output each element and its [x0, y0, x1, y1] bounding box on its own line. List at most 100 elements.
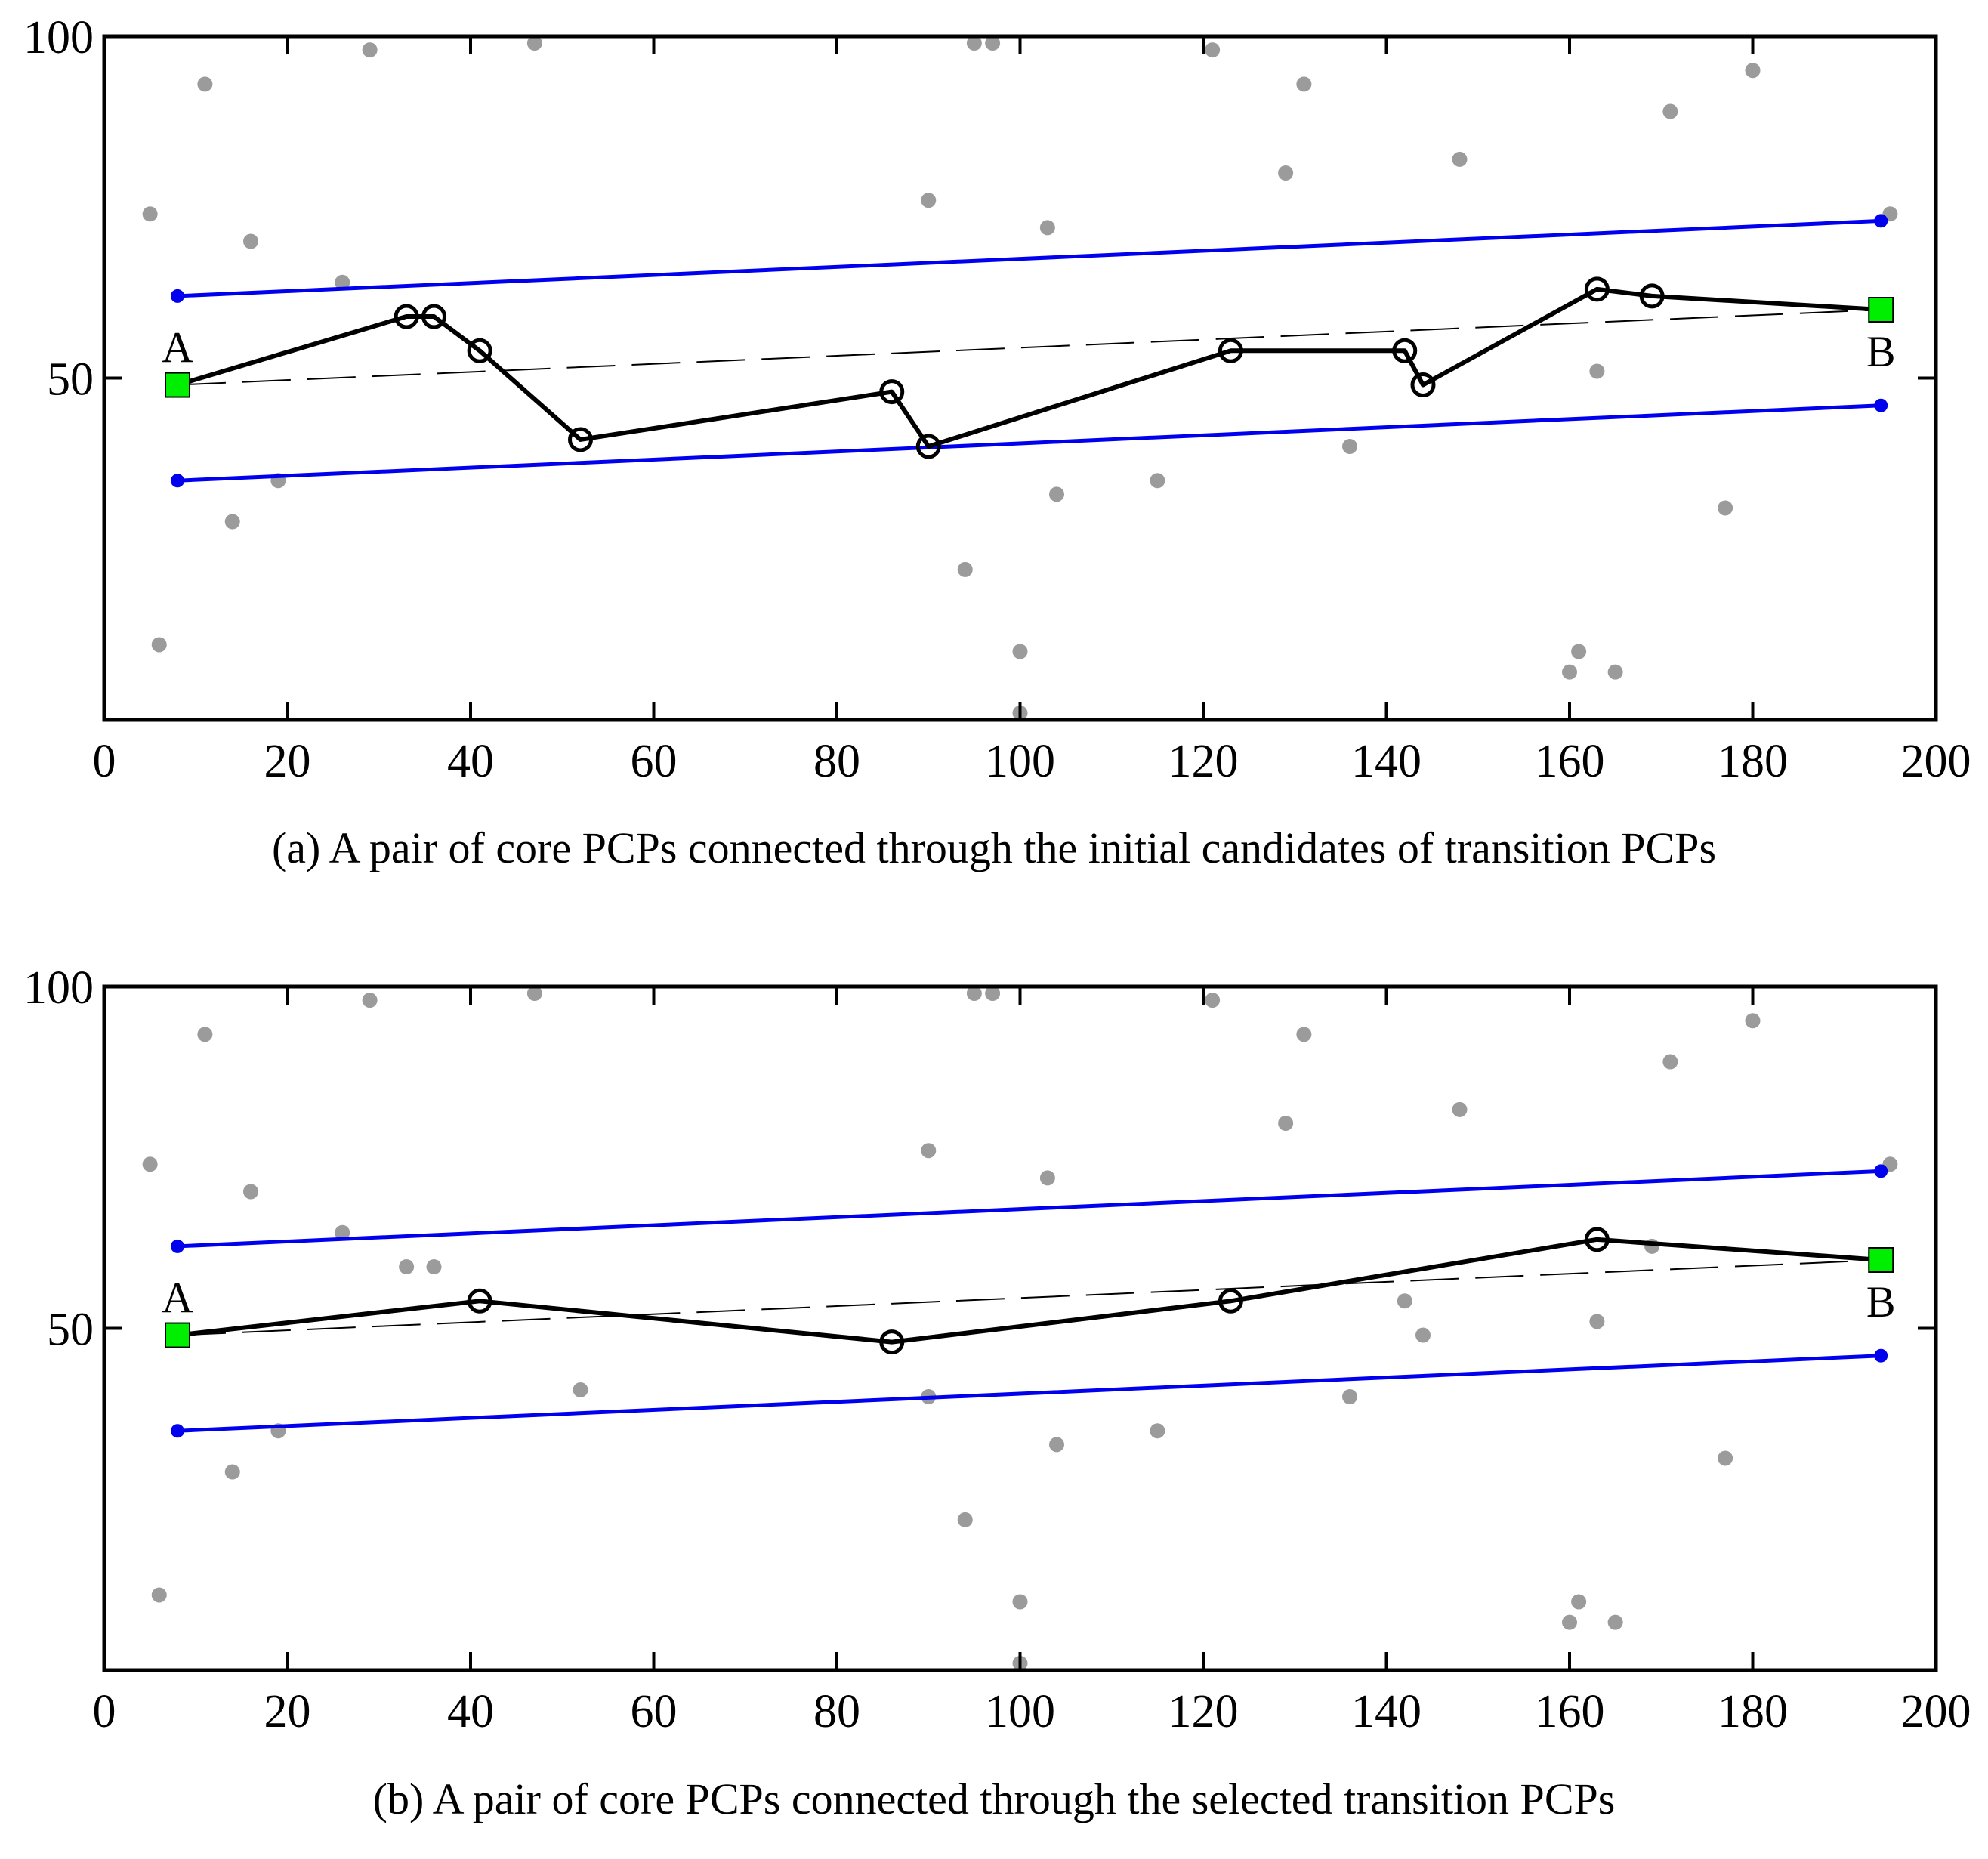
candidate-point-1 — [151, 637, 167, 653]
x-tick-label: 20 — [264, 1686, 311, 1737]
core-pcp-a-marker — [165, 372, 190, 398]
x-tick-label: 160 — [1535, 736, 1605, 787]
candidate-point-2 — [197, 1027, 213, 1042]
candidate-point-15 — [966, 986, 982, 1002]
candidate-point-12 — [985, 36, 1001, 51]
x-tick-label: 140 — [1351, 736, 1422, 787]
candidate-point-28 — [1452, 1101, 1468, 1117]
x-tick-label: 100 — [985, 736, 1055, 787]
candidate-point-8 — [526, 36, 542, 51]
x-tick-label: 80 — [813, 1686, 860, 1737]
candidate-point-11 — [573, 1382, 588, 1397]
transition-pcp-marker — [568, 427, 593, 452]
candidate-point-29 — [1745, 63, 1761, 79]
candidate-point-20 — [1296, 76, 1312, 92]
candidate-point-3 — [224, 514, 240, 530]
boundary-endpoint-dot — [171, 474, 184, 488]
x-tick-label: 120 — [1168, 736, 1239, 787]
boundary-endpoint-dot — [1874, 1164, 1888, 1178]
transition-pcp-marker — [1392, 338, 1418, 363]
candidate-point-10 — [526, 986, 542, 1002]
boundary-endpoint-dot — [171, 289, 184, 303]
boundary-line-upper — [177, 1169, 1882, 1249]
candidate-point-16 — [985, 986, 1001, 1002]
candidate-point-22 — [1205, 993, 1221, 1008]
x-tick-label: 0 — [93, 736, 116, 787]
candidate-point-27 — [1415, 1327, 1431, 1343]
candidate-point-13 — [921, 1143, 937, 1159]
candidate-point-13 — [1012, 644, 1028, 659]
x-tick-label: 0 — [93, 1686, 116, 1737]
transition-pcp-marker — [879, 1329, 905, 1355]
core-pcp-a-marker — [165, 1322, 190, 1348]
transition-pcp-marker — [467, 1288, 492, 1314]
candidate-point-18 — [1205, 42, 1221, 58]
transition-pcp-marker — [1584, 1227, 1610, 1252]
x-tick-label: 180 — [1718, 736, 1788, 787]
candidate-point-26 — [1397, 1293, 1412, 1309]
candidate-point-0 — [142, 1156, 158, 1172]
transition-pcp-marker — [1410, 372, 1436, 398]
transition-pcp-marker — [879, 379, 905, 405]
candidate-point-31 — [1589, 1314, 1605, 1329]
boundary-endpoint-dot — [1874, 1348, 1888, 1363]
x-tick-label: 60 — [631, 1686, 678, 1737]
candidate-point-6 — [335, 1224, 350, 1240]
transition-pcp-marker — [1639, 283, 1665, 309]
candidate-point-35 — [1718, 1450, 1733, 1466]
axes-frame — [102, 34, 1938, 722]
candidate-point-17 — [1150, 473, 1165, 489]
candidate-point-0 — [142, 206, 158, 222]
candidate-point-24 — [1296, 1027, 1312, 1042]
candidate-point-6 — [335, 274, 350, 290]
x-tick-label: 80 — [813, 736, 860, 787]
candidate-point-34 — [1662, 1054, 1678, 1070]
candidate-point-17 — [1012, 1594, 1028, 1610]
candidate-point-28 — [1718, 500, 1733, 516]
chart-panel-a: A B 0 20 40 60 80 100 120 140 160 180 200 50 100 (a) A … — [23, 12, 1971, 872]
candidate-point-3 — [224, 1464, 240, 1480]
transition-pcp-marker — [394, 304, 419, 329]
transition-pcp-marker — [1584, 276, 1610, 302]
candidate-point-14 — [957, 1512, 973, 1527]
y-tick-label: 100 — [23, 962, 94, 1014]
candidate-point-30 — [1571, 1594, 1587, 1610]
candidate-point-16 — [1049, 486, 1064, 502]
candidate-point-8 — [399, 1259, 415, 1275]
candidate-point-4 — [243, 1184, 258, 1200]
candidate-point-7 — [362, 993, 378, 1008]
candidate-point-20 — [1049, 1437, 1064, 1453]
candidate-point-24 — [1571, 644, 1587, 659]
x-tick-label: 160 — [1535, 1686, 1605, 1737]
boundary-endpoint-dot — [1874, 398, 1888, 412]
core-pcp-a-label: A — [162, 323, 193, 372]
transition-pcp-marker — [467, 338, 492, 363]
candidate-point-27 — [1662, 103, 1678, 119]
panel-caption-a: (a) A pair of core PCPs connected throug… — [272, 823, 1716, 872]
chart-panel-b: A B 0 20 40 60 80 100 120 140 160 180 200 50 100 (b) A … — [23, 962, 1971, 1823]
candidate-point-21 — [1342, 439, 1357, 454]
y-tick-label: 100 — [23, 12, 94, 63]
y-tick-label: 50 — [47, 1305, 94, 1356]
candidate-point-2 — [197, 76, 213, 92]
transition-pcp-marker — [421, 304, 446, 329]
candidate-point-19 — [1039, 1170, 1055, 1186]
candidate-point-25 — [1342, 1389, 1357, 1404]
candidate-point-23 — [1562, 664, 1577, 680]
candidate-point-23 — [1278, 1116, 1294, 1131]
core-pcp-b-marker — [1868, 297, 1894, 323]
core-pcp-b-label: B — [1866, 1277, 1896, 1326]
candidate-point-9 — [426, 1259, 442, 1275]
candidate-point-9 — [921, 193, 937, 208]
candidate-point-4 — [243, 233, 258, 249]
reference-dashed-line — [177, 309, 1882, 386]
x-tick-label: 60 — [631, 736, 678, 787]
x-tick-label: 140 — [1351, 1686, 1422, 1737]
candidate-point-11 — [966, 36, 982, 51]
x-tick-label: 20 — [264, 736, 311, 787]
candidate-point-19 — [1278, 165, 1294, 181]
x-tick-label: 180 — [1718, 1686, 1788, 1737]
x-tick-label: 40 — [447, 736, 494, 787]
core-pcp-b-label: B — [1866, 327, 1896, 376]
